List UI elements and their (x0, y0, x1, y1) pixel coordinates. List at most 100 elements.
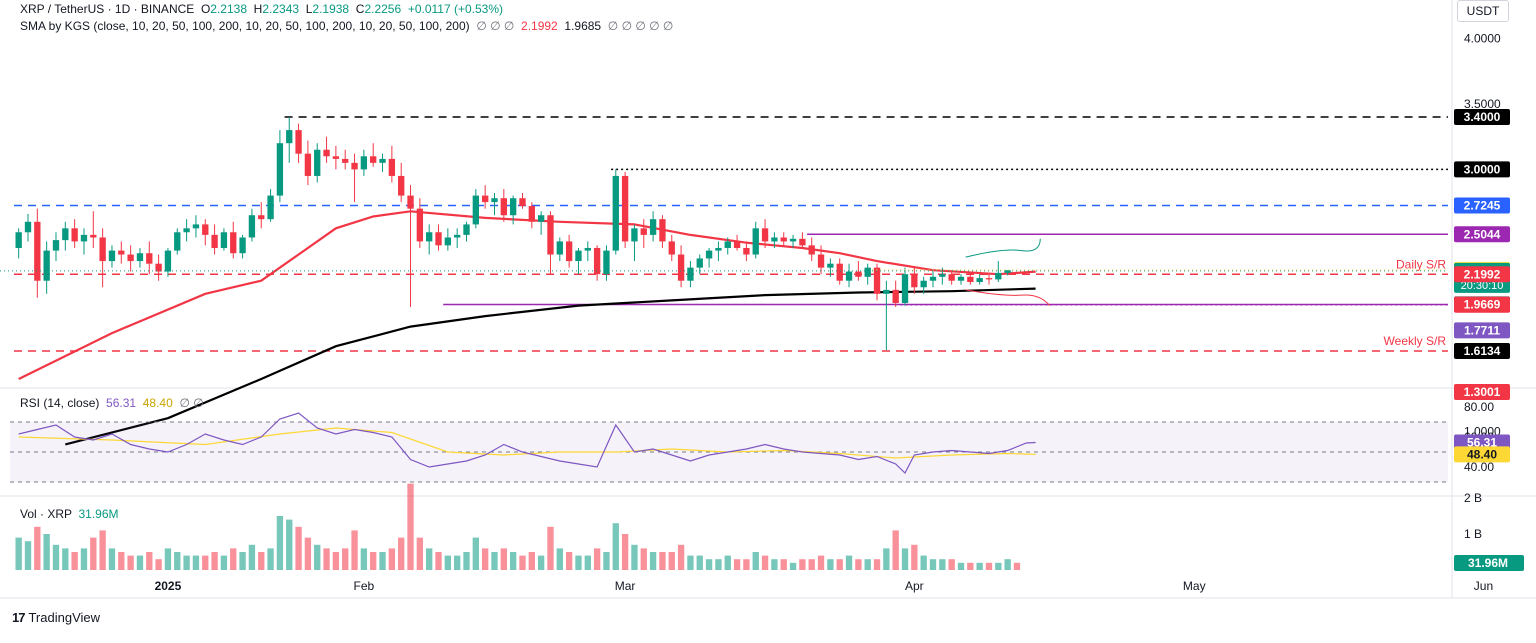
candle-body (556, 241, 563, 255)
candle-body (761, 228, 769, 242)
candle-body (444, 237, 452, 246)
volume-bar (677, 544, 685, 570)
bullish-projection (965, 238, 1041, 258)
candle-body (295, 130, 302, 154)
time-tick-label: Jun (1474, 579, 1493, 593)
candle-body (71, 228, 78, 242)
volume-bar (118, 552, 125, 570)
candle-body (192, 224, 200, 229)
volume-bar (901, 548, 909, 570)
candle-body (276, 143, 284, 196)
rsi-tail: ∅ ∅ (179, 396, 204, 410)
candle-body (379, 158, 386, 163)
rsi-tick-label: 40.00 (1464, 460, 1494, 474)
volume-bar (771, 559, 778, 570)
volume-bar (761, 555, 769, 570)
volume-label[interactable]: Vol · XRP (20, 507, 72, 521)
volume-bar (314, 544, 321, 570)
volume-bar (24, 541, 32, 570)
volume-bar (426, 548, 433, 570)
tradingview-branding[interactable]: 17 TradingView (12, 610, 100, 625)
price-label-box (1454, 266, 1510, 283)
volume-legend: Vol · XRP 31.96M (20, 507, 119, 521)
price-label: 1.3001 (1454, 384, 1510, 401)
price-tick-label: 3.5000 (1464, 97, 1501, 111)
candle-body (416, 208, 424, 242)
candle-body (593, 247, 601, 275)
candle-body (705, 250, 713, 259)
volume-bar (892, 530, 899, 570)
volume-bar (295, 526, 302, 570)
candle-body (920, 280, 927, 288)
currency-selector[interactable]: USDT (1457, 0, 1509, 22)
candle-body (304, 153, 312, 176)
candle-body (1004, 270, 1011, 273)
candle-body (52, 240, 60, 251)
candle-body (733, 241, 741, 248)
volume-bar (220, 555, 228, 570)
volume-bar (239, 552, 246, 570)
volume-bar (491, 552, 498, 570)
candle-body (855, 271, 862, 277)
volume-bar (230, 548, 237, 570)
candle-body (155, 263, 162, 272)
close-label: C (355, 2, 365, 16)
price-label-box (1454, 322, 1510, 339)
candle-body (696, 258, 703, 268)
rsi-ma-value: 48.40 (142, 396, 173, 410)
rsi-label[interactable]: RSI (14, close) (20, 396, 100, 410)
candle-body (789, 238, 797, 242)
candle-body (398, 175, 405, 196)
volume-bar (463, 552, 470, 570)
high-label: H (253, 2, 263, 16)
volume-bar (258, 552, 265, 570)
candle-body (370, 156, 377, 163)
volume-bar (603, 552, 610, 570)
time-tick-label: Apr (905, 579, 924, 593)
candle-body (80, 234, 88, 242)
sma-values-b: ∅ ∅ ∅ ∅ ∅ (607, 19, 674, 33)
candle-body (230, 232, 237, 254)
volume-value: 31.96M (78, 507, 119, 521)
time-tick-label: 2025 (155, 579, 182, 593)
volume-bar (556, 548, 563, 570)
candle-body (659, 219, 666, 242)
volume-bar (883, 548, 890, 570)
volume-bar (146, 552, 153, 570)
volume-bar (593, 548, 601, 570)
volume-bar (864, 559, 871, 570)
candle-body (864, 267, 871, 277)
volume-bar (379, 552, 386, 570)
candle-body (584, 247, 591, 251)
candle-body (985, 278, 993, 280)
price-label-box (1454, 109, 1510, 125)
candle-body (43, 250, 50, 281)
volume-bar (528, 552, 535, 570)
low-label: L (305, 2, 313, 16)
tradingview-logo-icon: 17 (12, 610, 26, 625)
volume-bar (108, 548, 116, 570)
volume-bar (509, 552, 517, 570)
candle-body (211, 234, 218, 248)
volume-bar (799, 559, 806, 570)
candle-body (640, 228, 647, 235)
volume-bar (90, 537, 97, 570)
volume-bar (995, 562, 1002, 570)
volume-bar (631, 544, 638, 570)
sma-label[interactable]: SMA by KGS (close, 10, 20, 50, 100, 200,… (20, 19, 470, 33)
volume-bar (1004, 559, 1011, 570)
volume-bar (351, 530, 358, 570)
level-annotation: Daily S/R (1396, 257, 1446, 271)
sma-black-value: 1.9685 (564, 19, 602, 33)
volume-bar (640, 548, 647, 570)
volume-bar (976, 562, 983, 570)
candle-body (836, 263, 843, 281)
price-label-text: 1.3001 (1464, 385, 1501, 399)
price-label: 2.5044 (1454, 226, 1510, 243)
volume-bar (743, 559, 750, 570)
candle-body (808, 245, 815, 255)
symbol-title[interactable]: XRP / TetherUS · 1D · BINANCE (20, 2, 195, 16)
candle-body (976, 278, 983, 283)
